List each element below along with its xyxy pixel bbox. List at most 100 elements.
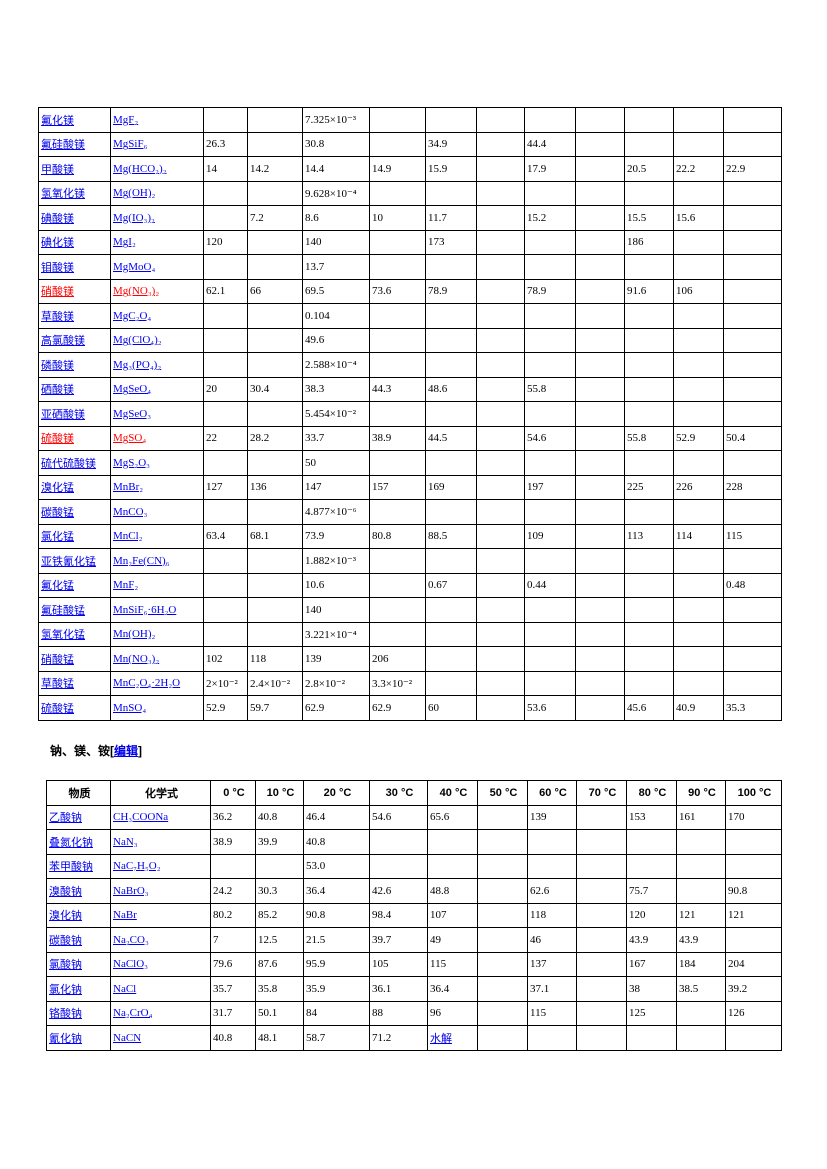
substance-name[interactable]: 铬酸钠 [46, 1000, 111, 1026]
substance-name[interactable]: 硫酸镁 [38, 425, 111, 451]
substance-name[interactable]: 碘化镁 [38, 229, 111, 255]
formula[interactable]: MgSO₄ [110, 425, 204, 451]
substance-name[interactable]: 叠氮化钠 [46, 829, 111, 855]
substance-name[interactable]: 苯甲酸钠 [46, 853, 111, 879]
formula[interactable]: MnC₂O₄·2H₂O [110, 670, 204, 696]
substance-name[interactable]: 硝酸镁 [38, 278, 111, 304]
substance-name[interactable]: 高氯酸镁 [38, 327, 111, 353]
substance-name[interactable]: 亚硒酸镁 [38, 401, 111, 427]
solubility-cell: 水解 [427, 1025, 478, 1051]
formula[interactable]: MgS₂O₃ [110, 450, 204, 476]
substance-name[interactable]: 硫酸锰 [38, 695, 111, 721]
substance-name[interactable]: 氯酸钠 [46, 951, 111, 977]
formula[interactable]: Mn(OH)₂ [110, 621, 204, 647]
substance-name[interactable]: 磷酸镁 [38, 352, 111, 378]
solubility-cell: 59.7 [247, 695, 303, 721]
formula[interactable]: Mg(OH)₂ [110, 180, 204, 206]
row: 硫代硫酸镁 MgS₂O₃ 50 [38, 450, 782, 476]
substance-name[interactable]: 氢氧化锰 [38, 621, 111, 647]
substance-name[interactable]: 甲酸镁 [38, 156, 111, 182]
substance-name[interactable]: 氯化钠 [46, 976, 111, 1002]
substance-name[interactable]: 溴酸钠 [46, 878, 111, 904]
substance-name[interactable]: 乙酸钠 [46, 804, 111, 830]
substance-name[interactable]: 硒酸镁 [38, 376, 111, 402]
substance-name[interactable]: 碳酸锰 [38, 499, 111, 525]
substance-name[interactable]: 钼酸镁 [38, 254, 111, 280]
row: 草酸镁 MgC₂O₄ 0.104 [38, 303, 782, 329]
formula[interactable]: MgSiF₆ [110, 131, 204, 157]
formula[interactable]: Mg(NO₃)₂ [110, 278, 204, 304]
substance-name[interactable]: 氢氧化镁 [38, 180, 111, 206]
formula[interactable]: Mg₃(PO₄)₂ [110, 352, 204, 378]
formula[interactable]: NaClO₃ [110, 951, 211, 977]
formula[interactable]: MnBr₂ [110, 474, 204, 500]
substance-name[interactable]: 溴化锰 [38, 474, 111, 500]
substance-name[interactable]: 溴化钠 [46, 902, 111, 928]
empty-cell [203, 597, 248, 623]
substance-name[interactable]: 氰化钠 [46, 1025, 111, 1051]
formula[interactable]: MnCO₃ [110, 499, 204, 525]
formula[interactable]: MnCl₂ [110, 523, 204, 549]
empty-cell [203, 254, 248, 280]
substance-name[interactable]: 硫代硫酸镁 [38, 450, 111, 476]
formula[interactable]: Mg(ClO₄)₂ [110, 327, 204, 353]
formula[interactable]: Na₂CO₃ [110, 927, 211, 953]
solubility-cell: 48.8 [427, 878, 478, 904]
formula[interactable]: NaBrO₃ [110, 878, 211, 904]
empty-cell [247, 352, 303, 378]
row: 硝酸锰 Mn(NO₃)₂ 102 118 139 206 [38, 646, 782, 672]
empty-cell [524, 352, 576, 378]
solubility-cell: 88 [369, 1000, 428, 1026]
substance-name[interactable]: 氯化锰 [38, 523, 111, 549]
substance-name[interactable]: 亚铁氰化锰 [38, 548, 111, 574]
formula[interactable]: NaCl [110, 976, 211, 1002]
empty-cell [369, 107, 426, 133]
substance-name[interactable]: 草酸镁 [38, 303, 111, 329]
formula[interactable]: MgF₂ [110, 107, 204, 133]
formula[interactable]: MgSeO₄ [110, 376, 204, 402]
formula[interactable]: Mg(HCO₂)₂ [110, 156, 204, 182]
formula[interactable]: MgSeO₃ [110, 401, 204, 427]
formula[interactable]: MgI₂ [110, 229, 204, 255]
row: 亚硒酸镁 MgSeO₃ 5.454×10⁻² [38, 401, 782, 427]
formula[interactable]: Mn(NO₃)₂ [110, 646, 204, 672]
row: 氯化锰 MnCl₂ 63.4 68.1 73.9 80.8 88.5 109 113 114 115 [38, 523, 782, 549]
row: 叠氮化钠 NaN₃ 38.9 39.9 40.8 [46, 829, 782, 855]
formula[interactable]: NaC₇H₅O₂ [110, 853, 211, 879]
substance-name[interactable]: 氟硅酸锰 [38, 597, 111, 623]
formula[interactable]: NaBr [110, 902, 211, 928]
substance-name[interactable]: 硝酸锰 [38, 646, 111, 672]
empty-cell [425, 352, 477, 378]
formula[interactable]: CH₃COONa [110, 804, 211, 830]
formula[interactable]: Mg(IO₃)₂ [110, 205, 204, 231]
formula[interactable]: MgC₂O₄ [110, 303, 204, 329]
substance-name[interactable]: 氟硅酸镁 [38, 131, 111, 157]
solubility-cell: 30.4 [247, 376, 303, 402]
formula[interactable]: MnF₂ [110, 572, 204, 598]
substance-name[interactable]: 草酸锰 [38, 670, 111, 696]
empty-cell [673, 254, 724, 280]
solubility-cell: 73.9 [302, 523, 370, 549]
formula[interactable]: NaN₃ [110, 829, 211, 855]
edit-link[interactable]: 编辑 [114, 744, 139, 758]
solubility-cell: 118 [247, 646, 303, 672]
substance-name[interactable]: 氟化锰 [38, 572, 111, 598]
solubility-cell: 36.1 [369, 976, 428, 1002]
solubility-cell: 10 [369, 205, 426, 231]
formula[interactable]: MnSiF₆·6H₂O [110, 597, 204, 623]
empty-cell [425, 107, 477, 133]
substance-name[interactable]: 氟化镁 [38, 107, 111, 133]
substance-name[interactable]: 碳酸钠 [46, 927, 111, 953]
empty-cell [476, 646, 525, 672]
substance-name[interactable]: 碘酸镁 [38, 205, 111, 231]
empty-cell [575, 401, 625, 427]
formula[interactable]: Mn₂Fe(CN)₆ [110, 548, 204, 574]
formula[interactable]: MgMoO₄ [110, 254, 204, 280]
solubility-cell: 120 [203, 229, 248, 255]
solubility-cell: 55.8 [524, 376, 576, 402]
formula[interactable]: NaCN [110, 1025, 211, 1051]
solubility-cell: 21.5 [303, 927, 370, 953]
formula[interactable]: MnSO₄ [110, 695, 204, 721]
solubility-cell: 167 [626, 951, 677, 977]
formula[interactable]: Na₂CrO₄ [110, 1000, 211, 1026]
